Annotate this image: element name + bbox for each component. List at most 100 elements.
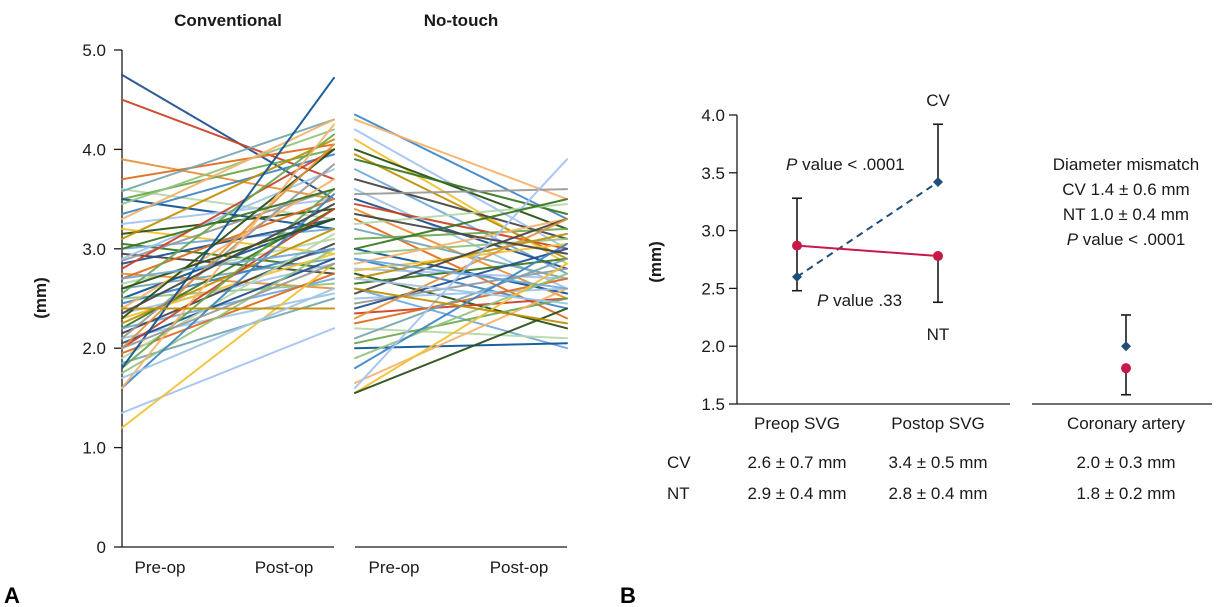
panel-a-line-no-touch [354, 217, 568, 320]
panel-a-line-no-touch [354, 297, 568, 345]
panel-a-y-tick-label: 3.0 [82, 240, 106, 259]
nt-series-label: NT [927, 325, 950, 344]
panel-a-line-conventional [121, 262, 335, 350]
cv-point [792, 271, 802, 282]
mismatch-p-italic: P [1067, 230, 1079, 249]
nt-p-rest: value .33 [828, 291, 902, 310]
panel-b-y-tick-label: 4.0 [701, 106, 725, 125]
mismatch-p-value: P value < .0001 [1067, 230, 1186, 249]
panel-b-marks [792, 123, 1131, 396]
panel-a-x-label-conventional-postop: Post-op [255, 558, 314, 577]
panel-b-x-label-coronary: Coronary artery [1067, 414, 1186, 433]
panel-a-line-conventional [121, 287, 335, 380]
panel-a-line-conventional [121, 262, 335, 429]
cv-series-label: CV [926, 91, 950, 110]
panel-a-y-tick-label: 0 [97, 538, 106, 557]
cv-series-line [796, 181, 939, 278]
nt-series-line [796, 244, 939, 258]
table-nt-postop: 2.8 ± 0.4 mm [888, 484, 987, 503]
panel-a-line-conventional [121, 247, 335, 280]
cv-p-italic: P [786, 155, 798, 174]
panel-a-line-no-touch [354, 277, 568, 305]
panel-a-line-conventional [121, 198, 335, 280]
panel-b-letter: B [620, 583, 636, 607]
nt-point [792, 240, 802, 251]
panel-a-line-no-touch [354, 148, 568, 230]
panel-a-line-conventional [121, 198, 335, 225]
table-row-label-cv: CV [667, 453, 691, 472]
panel-a-line-no-touch [354, 257, 568, 285]
panel-a-x-label-no-touch-postop: Post-op [490, 558, 549, 577]
panel-a-line-conventional [121, 272, 335, 355]
panel-a-line-no-touch [354, 118, 568, 201]
table-cv-preop: 2.6 ± 0.7 mm [747, 453, 846, 472]
cv-p-value: P value < .0001 [786, 155, 905, 174]
panel-a-line-no-touch [354, 287, 568, 325]
cv-point [1121, 341, 1131, 352]
panel-a-line-conventional [121, 257, 335, 345]
panel-a-x-label-no-touch-preop: Pre-op [368, 558, 419, 577]
panel-a-line-no-touch [354, 217, 568, 295]
panel-a-group-title-conventional: Conventional [174, 11, 282, 30]
panel-a-group-title-no-touch: No-touch [424, 11, 499, 30]
panel-a-line-no-touch [354, 262, 568, 394]
panel-a-line-no-touch [354, 257, 568, 340]
panel-a-letter: A [4, 583, 20, 607]
panel-a-line-no-touch [354, 138, 568, 265]
nt-point [1121, 363, 1131, 374]
panel-a-line-conventional [121, 76, 335, 370]
table-cv-coronary: 2.0 ± 0.3 mm [1076, 453, 1175, 472]
panel-a-y-tick-label: 2.0 [82, 339, 106, 358]
panel-a-line-conventional [121, 143, 335, 181]
table-cv-postop: 3.4 ± 0.5 mm [888, 453, 987, 472]
panel-a-line-conventional [121, 247, 335, 375]
mismatch-title: Diameter mismatch [1053, 155, 1199, 174]
panel-a-line-no-touch [354, 257, 568, 290]
cv-p-rest: value < .0001 [797, 155, 904, 174]
panel-a: 0 1.0 2.0 3.0 4.0 5.0 (mm) Conventional No-to… [4, 11, 568, 607]
panel-a-line-conventional [121, 98, 335, 181]
table-row-label-nt: NT [667, 484, 690, 503]
panel-a-line-no-touch [354, 327, 568, 340]
panel-a-line-conventional [121, 188, 335, 250]
panel-a-line-conventional [121, 178, 335, 310]
nt-p-italic: P [817, 291, 829, 310]
panel-a-line-conventional [121, 188, 335, 370]
mismatch-nt: NT 1.0 ± 0.4 mm [1063, 205, 1189, 224]
panel-a-line-no-touch [354, 198, 568, 250]
panel-a-x-label-conventional-preop: Pre-op [134, 558, 185, 577]
mismatch-p-rest: value < .0001 [1078, 230, 1185, 249]
panel-b-y-tick-label: 2.5 [701, 279, 725, 298]
panel-b: 1.5 2.0 2.5 3.0 3.5 4.0 (mm) CV NT P value < … [620, 91, 1212, 607]
panel-b-y-tick-label: 3.0 [701, 222, 725, 241]
table-nt-preop: 2.9 ± 0.4 mm [747, 484, 846, 503]
panel-a-line-conventional [121, 203, 335, 315]
panel-a-line-no-touch [354, 217, 568, 265]
panel-b-x-label-preop: Preop SVG [754, 414, 840, 433]
panel-a-line-no-touch [354, 158, 568, 216]
panel-b-y-tick-label: 3.5 [701, 164, 725, 183]
panel-a-line-conventional [121, 327, 335, 414]
panel-a-line-conventional [121, 133, 335, 295]
panel-a-line-no-touch [354, 287, 568, 384]
panel-a-line-conventional [121, 217, 335, 290]
panel-a-line-no-touch [354, 213, 568, 255]
nt-p-value: P value .33 [817, 291, 902, 310]
panel-a-line-conventional [121, 128, 335, 206]
table-nt-coronary: 1.8 ± 0.2 mm [1076, 484, 1175, 503]
panel-a-y-label: (mm) [31, 277, 50, 319]
panel-a-line-conventional [121, 193, 335, 389]
panel-b-y-tick-label: 1.5 [701, 395, 725, 414]
panel-a-lines-conventional [121, 73, 335, 429]
panel-a-line-conventional [121, 123, 335, 389]
panel-a-y-tick-label: 5.0 [82, 41, 106, 60]
panel-a-y-tick-label: 1.0 [82, 439, 106, 458]
nt-point [933, 251, 943, 262]
panel-a-line-no-touch [354, 247, 568, 310]
panel-a-lines-no-touch [354, 113, 568, 394]
cv-point [933, 177, 943, 188]
panel-a-line-conventional [121, 138, 335, 240]
panel-b-y-label: (mm) [646, 241, 665, 283]
panel-a-line-no-touch [354, 188, 568, 196]
